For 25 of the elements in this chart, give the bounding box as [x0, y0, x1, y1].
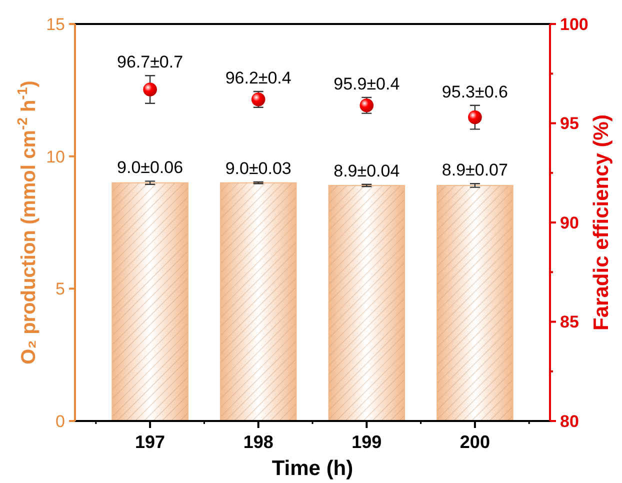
- y-tick-label: 15: [46, 14, 65, 34]
- x-tick-label: 199: [352, 432, 382, 452]
- data-label: 95.3±0.6: [442, 82, 508, 102]
- point: [468, 110, 482, 124]
- point: [143, 82, 157, 96]
- x-tick-label: 197: [135, 432, 166, 452]
- y2-tick-label: 95: [560, 114, 579, 134]
- data-label: 96.2±0.4: [225, 68, 292, 88]
- x-tick-label: 198: [243, 432, 274, 452]
- data-label: 9.0±0.03: [225, 159, 292, 178]
- x-axis-title: Time (h): [272, 457, 354, 480]
- data-label: 8.9±0.04: [334, 161, 400, 180]
- data-label: 8.9±0.07: [442, 160, 508, 180]
- y2-axis-title: Faradic efficiency (%): [590, 114, 613, 330]
- y2-tick-label: 85: [560, 312, 579, 332]
- y-tick-label: 0: [56, 412, 65, 431]
- y2-tick-label: 90: [560, 213, 579, 232]
- data-label: 9.0±0.06: [117, 158, 184, 178]
- y-tick-label: 10: [46, 147, 65, 166]
- y2-tick-label: 80: [560, 412, 579, 431]
- x-tick-label: 200: [460, 432, 490, 452]
- data-label: 95.9±0.4: [334, 74, 400, 94]
- y2-tick-label: 100: [560, 14, 588, 34]
- data-label: 96.7±0.7: [117, 52, 184, 72]
- y-tick-label: 5: [56, 280, 65, 299]
